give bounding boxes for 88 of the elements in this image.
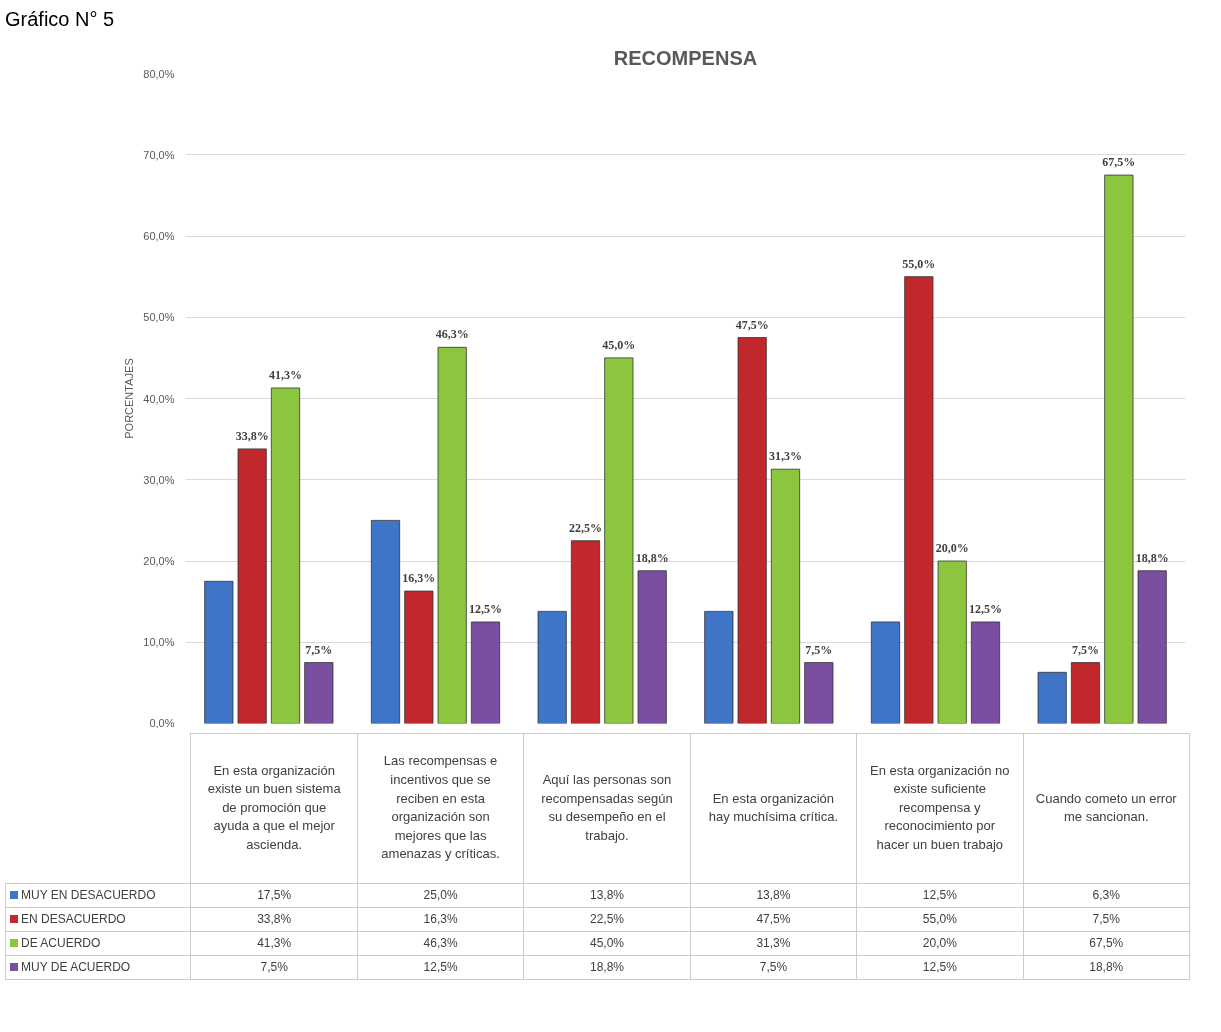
data-label: 13,8% [690,883,857,908]
text: 7,5% [1072,642,1099,657]
data-label: 7,5% [690,955,857,980]
data-label: 67,5% [1023,931,1190,956]
bar [1104,174,1134,724]
bar [204,580,234,724]
bar [737,336,767,724]
data-label: 6,3% [1023,883,1190,908]
bar [804,661,834,724]
data-label: 31,3% [690,931,857,956]
data-label: 33,8% [190,907,358,932]
data-label: 12,5% [856,883,1023,908]
text: 12,5% [969,601,1002,616]
data-label: 12,5% [856,955,1023,980]
text: 55,0% [902,256,936,271]
data-label: 22,5% [523,907,691,932]
data-label: 13,8% [523,883,691,908]
data-label: 20,0% [856,931,1023,956]
bar [537,610,567,724]
data-label: 17,5% [190,883,358,908]
bar [1137,569,1167,724]
text: 22,5% [569,520,602,535]
bar [270,387,301,724]
text: Gráfico N° 5 [5,7,115,32]
data-label: 47,5% [690,907,857,932]
text: 41,3% [269,367,302,382]
data-label: 55,0% [856,907,1023,932]
data-label: 41,3% [190,931,358,956]
x-tick-label: En esta organización no existe suficiente recompensa y reconocimiento por hacer un buen trabajo [856,733,1023,884]
bar [970,621,1001,724]
text: 12,5% [469,601,502,616]
data-label: 18,8% [1023,955,1190,980]
x-tick-label: Las recompensas e incentivos que se reciben en esta organización son mejores que las amenazas y críticas. [357,733,524,884]
text: 20,0% [935,540,969,555]
text: 67,5% [1102,154,1136,169]
x-tick-label: Cuando cometo un error me sancionan. [1023,733,1190,884]
data-label: 18,8% [523,955,691,980]
bar [304,661,334,724]
legend-label: EN DESACUERDO [5,907,191,932]
x-tick-label: En esta organización hay muchísima crítica. [690,733,857,884]
text: 16,3% [402,570,436,585]
bar [904,275,934,724]
y-tick-label: 40,0% [143,392,175,405]
chart-title: RECOMPENSA [613,46,758,69]
y-tick-label: 60,0% [143,229,175,242]
data-label: 16,3% [357,907,524,932]
bar [1037,671,1067,724]
bar [1070,661,1101,724]
bar [570,539,601,724]
bar [704,610,734,724]
data-label: 7,5% [190,955,358,980]
legend-label: MUY DE ACUERDO [5,955,191,980]
text: 31,3% [769,448,802,463]
bar [637,569,667,724]
text: 45,0% [602,337,636,352]
bar [470,621,501,724]
y-tick-label: 50,0% [143,310,175,323]
data-label: 7,5% [1023,907,1190,932]
bar [770,468,801,724]
data-label: 25,0% [357,883,524,908]
text: 18,8% [635,550,669,565]
data-label: 46,3% [357,931,524,956]
text: 33,8% [235,428,269,443]
x-tick-label: En esta organización existe un buen sistema de promoción que ayuda a que el mejor ascienda. [190,733,358,884]
legend-label: MUY EN DESACUERDO [5,883,191,908]
bar [437,346,467,724]
text: 18,8% [1135,550,1169,565]
bar [237,448,267,724]
y-tick-label: 30,0% [143,473,175,486]
bar [870,621,901,724]
text: 46,3% [435,326,469,341]
bar [604,357,634,724]
text: 47,5% [735,317,769,332]
data-label: 12,5% [357,955,524,980]
text: 7,5% [805,642,833,657]
x-tick-label: Aquí las personas son recompensadas según su desempeño en el trabajo. [523,733,691,884]
y-tick-label: 20,0% [143,554,175,567]
data-label: 45,0% [523,931,691,956]
y-tick-label: 0,0% [149,716,175,729]
y-tick-label: 10,0% [143,635,175,648]
bar [370,519,401,724]
y-tick-label: 80,0% [143,67,175,80]
bar [937,560,967,724]
bar [404,590,434,724]
y-axis-title: PORCENTAJES [123,357,136,439]
text: 7,5% [305,642,333,657]
y-tick-label: 70,0% [143,148,175,161]
legend-label: DE ACUERDO [5,931,191,956]
